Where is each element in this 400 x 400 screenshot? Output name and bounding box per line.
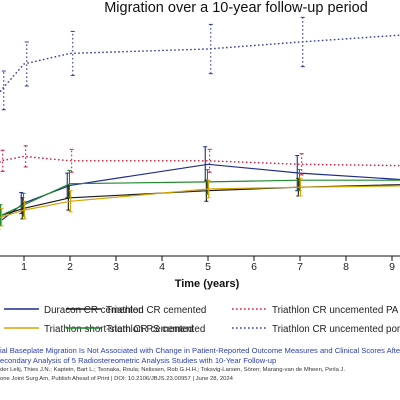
legend-label: Duracon CR cemented xyxy=(44,305,144,316)
x-axis: 1 2 3 4 5 6 7 8 9 xyxy=(0,255,400,273)
legend-label: Triathlon short-stem CR cemented xyxy=(44,324,193,335)
x-tick-label: 8 xyxy=(343,261,349,273)
legend: Duracon CR cemented Triathlon short-stem … xyxy=(4,305,400,335)
article-title: ial Baseplate Migration Is Not Associate… xyxy=(0,346,400,355)
series-line xyxy=(0,155,400,167)
article-footer: ial Baseplate Migration Is Not Associate… xyxy=(0,346,400,384)
x-tick-label: 9 xyxy=(389,261,395,273)
legend-label: Triathlon PS cemented xyxy=(106,324,205,335)
x-tick-label: 6 xyxy=(251,261,257,273)
x-tick-label: 4 xyxy=(159,261,165,273)
plot-area xyxy=(0,16,400,230)
x-tick-label: 1 xyxy=(21,261,27,273)
legend-label: Triathlon CR uncemented porous xyxy=(272,324,400,335)
x-tick-label: 2 xyxy=(67,261,73,273)
chart-title: Migration over a 10-year follow-up perio… xyxy=(104,0,368,16)
article-subtitle: econdary Analysis of 5 Radiostereometric… xyxy=(0,356,277,365)
x-tick-label: 5 xyxy=(205,261,211,273)
series-line xyxy=(0,185,400,219)
x-tick-label: 7 xyxy=(297,261,303,273)
x-axis-label: Time (years) xyxy=(175,278,240,290)
x-tick-label: 3 xyxy=(113,261,119,273)
series-line xyxy=(0,34,400,95)
legend-label: Triathlon CR uncemented PA xyxy=(272,305,399,316)
article-citation: one Joint Surg Am, Publish Ahead of Prin… xyxy=(0,376,233,382)
article-authors: der Lelij, Thies J.N.; Kaptein, Bart L.;… xyxy=(0,367,346,373)
series-line xyxy=(0,163,400,222)
legend-label: Triathlon CR cemented xyxy=(106,305,206,316)
series-line xyxy=(0,179,400,217)
